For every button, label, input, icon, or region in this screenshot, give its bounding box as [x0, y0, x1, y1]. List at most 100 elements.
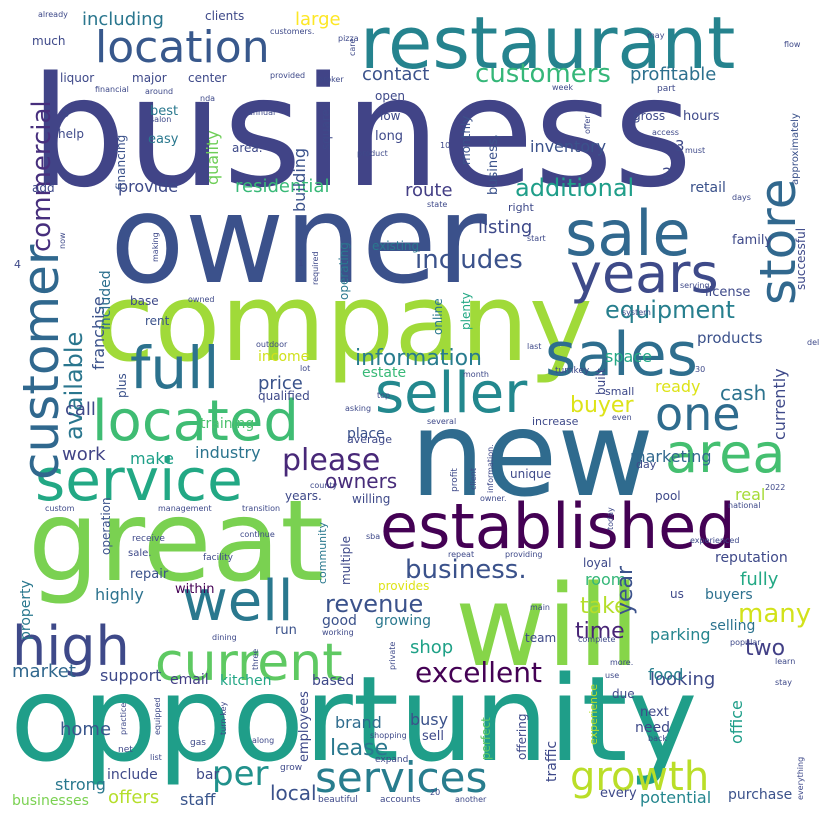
- word-expand: expand: [375, 755, 408, 765]
- word-30: 30: [695, 365, 705, 374]
- word-retail: retail: [690, 180, 726, 196]
- word-continue: continue: [240, 530, 275, 539]
- word-grow: grow: [280, 763, 302, 773]
- word-experienced: experienced: [690, 536, 739, 545]
- word-purchase: purchase: [728, 787, 792, 803]
- word-additional: additional: [515, 174, 634, 202]
- word-client: client: [469, 468, 478, 490]
- word-located: located: [92, 389, 299, 454]
- word-revenue: revenue: [325, 590, 423, 618]
- word-plus: plus: [115, 373, 129, 398]
- word-operation: operation: [99, 497, 113, 555]
- word-last: last: [527, 342, 541, 351]
- word-stay: stay: [775, 678, 792, 687]
- word-highly: highly: [95, 585, 144, 604]
- word-excellent: excellent: [415, 656, 542, 689]
- word-gas: gas: [190, 738, 206, 748]
- word-opportunity: opportunity: [10, 650, 697, 788]
- word-products: products: [697, 329, 763, 347]
- word-asking: asking: [345, 404, 371, 413]
- word-inventory: inventory: [530, 137, 606, 156]
- word-price: price: [258, 373, 303, 394]
- word-private: private: [388, 642, 397, 670]
- word-growth: growth: [570, 754, 709, 800]
- word-monthly: monthly: [459, 116, 473, 165]
- word-large: large: [295, 9, 341, 30]
- word-broker: broker: [318, 75, 344, 84]
- word-parking: parking: [650, 625, 711, 644]
- word-serving: serving: [680, 281, 709, 290]
- word-use: use: [605, 671, 619, 680]
- word-long: long: [375, 129, 403, 144]
- word-unique: unique: [510, 467, 551, 481]
- word-back: back: [648, 734, 667, 743]
- word-license: license: [705, 285, 750, 300]
- word-place: place: [347, 426, 385, 442]
- word-turn-key: turn-key: [219, 701, 228, 735]
- word-add: add: [32, 181, 55, 195]
- word-owner: owner: [110, 169, 488, 311]
- word-today: today: [606, 507, 615, 530]
- word-accounts: accounts: [380, 795, 421, 805]
- word-kitchen: kitchen: [220, 673, 272, 689]
- word-make: make: [130, 449, 174, 468]
- word-potential: potential: [640, 788, 711, 807]
- word-loyal: loyal: [583, 556, 611, 570]
- word-even: even: [612, 413, 632, 422]
- word-sba: sba: [366, 532, 380, 541]
- word-state: state: [427, 200, 447, 209]
- word-another: another: [455, 795, 487, 804]
- word-fully: fully: [740, 569, 779, 590]
- word-successful: successful: [794, 228, 808, 290]
- word-company: company: [95, 261, 593, 386]
- word-buyer: buyer: [570, 393, 634, 418]
- word-operating: operating: [337, 242, 351, 300]
- word-restaurant: restaurant: [360, 1, 735, 85]
- word-family: family: [732, 233, 772, 248]
- word-management: management: [158, 504, 212, 513]
- word-listing: listing: [478, 217, 532, 238]
- word-major: major: [132, 71, 167, 85]
- word-including: including: [82, 9, 164, 30]
- word-facility: facility: [203, 553, 234, 563]
- word-offers: offers: [108, 787, 159, 808]
- word-profitable: profitable: [630, 64, 716, 85]
- word-store: store: [749, 179, 807, 305]
- word-salon: salon: [150, 115, 171, 124]
- word-flow: flow: [784, 40, 801, 49]
- word-run: run: [275, 623, 297, 638]
- word-sale: sale: [565, 197, 691, 270]
- word-net: net: [118, 745, 133, 755]
- word-main: main: [530, 603, 550, 612]
- word-popular: popular: [730, 638, 761, 647]
- word-rent: rent: [145, 314, 170, 328]
- word-start: start: [527, 234, 546, 243]
- word-owner: owner.: [480, 494, 507, 503]
- word-many: many: [738, 599, 811, 629]
- word-gross: gross: [633, 109, 665, 123]
- word-looking: looking: [650, 669, 715, 690]
- word-3: 3: [675, 137, 685, 155]
- word-every: every: [600, 786, 637, 801]
- word-financial: financial: [95, 85, 129, 94]
- word-sale: sale.: [128, 548, 151, 559]
- word-estate: estate: [362, 365, 406, 381]
- word-top: top: [377, 391, 390, 400]
- word-providing: providing: [505, 550, 543, 559]
- word-day: day: [636, 458, 657, 471]
- word-market: market: [12, 661, 76, 682]
- word-building: building: [290, 148, 309, 212]
- word-take: take: [580, 594, 628, 619]
- word-year: year: [613, 565, 638, 615]
- word-owned: owned: [188, 295, 215, 304]
- word-include: include: [107, 767, 158, 783]
- word-call: call: [65, 399, 96, 420]
- word-base: base: [130, 294, 159, 308]
- word-business: business.: [405, 555, 527, 585]
- word-training: training: [200, 416, 254, 432]
- word-buyers: buyers: [705, 587, 753, 603]
- word-qualified: qualified: [258, 389, 310, 403]
- word-shopping: shopping: [370, 731, 407, 740]
